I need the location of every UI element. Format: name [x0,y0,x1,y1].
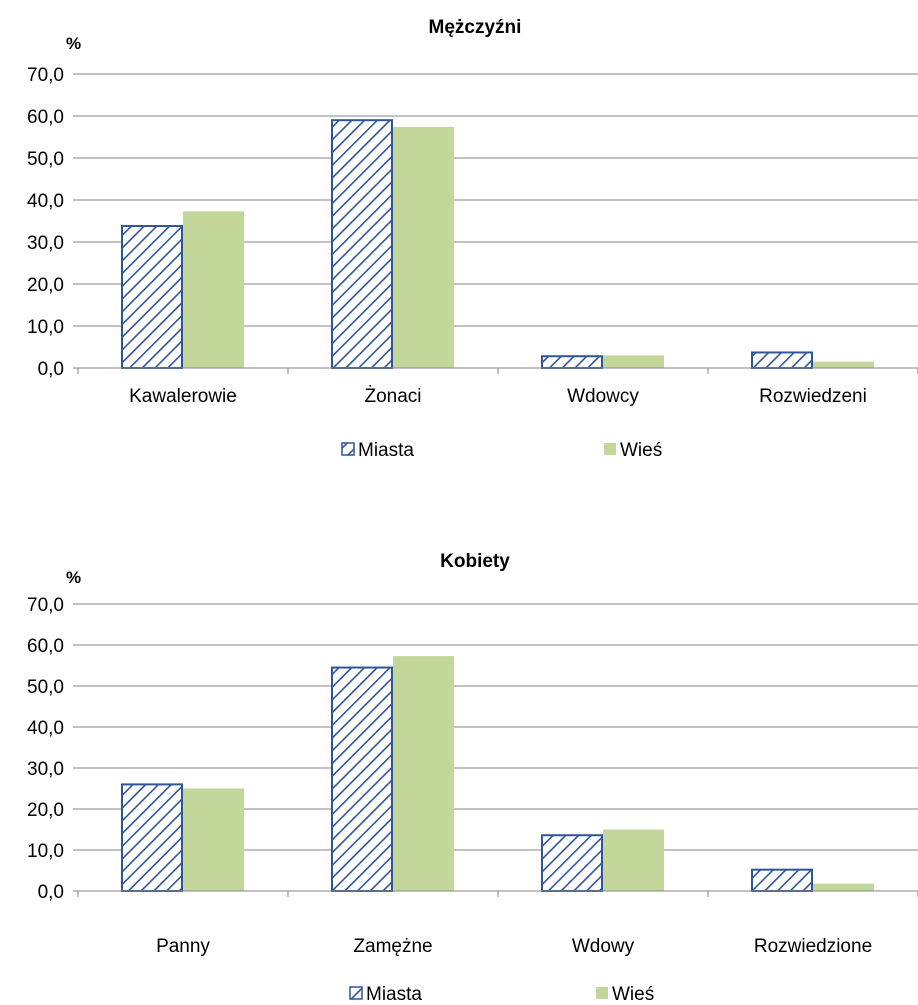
chart-men: Mężczyźni % 0,0 10,0 20,0 30,0 40,0 50,0 60,0 7… [27,17,918,461]
x-tick-label: Kawalerowie [129,386,237,407]
y-tick-label: 40,0 [27,718,64,739]
legend: Miasta Wieś [341,440,662,461]
x-tick-label: Panny [156,936,210,957]
legend-label-wies: Wieś [612,984,654,1005]
x-axis [77,367,918,374]
x-tick-label: Rozwiedzeni [759,386,867,407]
x-axis [77,890,918,897]
bar-wies [183,788,244,891]
y-tick-label: 30,0 [27,759,64,780]
x-tick-label: Zamężne [353,936,432,957]
y-tick-label: 10,0 [27,841,64,862]
bar-wies [813,361,874,368]
legend-swatch-miasta [341,442,355,456]
bar-miasta [541,355,603,369]
legend-swatch-wies [596,987,608,999]
y-tick-label: 0,0 [38,359,64,380]
x-tick-label: Żonaci [364,386,421,407]
y-axis-ticks: 0,0 10,0 20,0 30,0 40,0 50,0 60,0 70,0 [27,65,78,380]
bar-miasta [751,868,813,892]
bar-wies [603,355,664,368]
x-tick-label: Wdowy [572,936,635,957]
legend-label-miasta: Miasta [366,984,422,1005]
y-tick-label: 70,0 [27,595,64,616]
bar-miasta [121,225,183,369]
legend-label-wies: Wieś [620,440,662,461]
legend-swatch-miasta [349,986,363,1000]
bar-miasta [121,783,183,893]
y-tick-label: 60,0 [27,107,64,128]
bar-wies [393,656,454,891]
y-axis-unit-label: % [66,34,81,53]
y-tick-label: 20,0 [27,275,64,296]
y-tick-label: 50,0 [27,149,64,170]
x-axis-ticks: Kawalerowie Żonaci Wdowcy Rozwiedzeni [129,386,867,407]
legend-label-miasta: Miasta [358,440,414,461]
y-tick-label: 60,0 [27,636,64,657]
y-tick-label: 0,0 [38,882,64,903]
y-tick-label: 30,0 [27,233,64,254]
x-axis-ticks: Panny Zamężne Wdowy Rozwiedzione [156,936,872,957]
bar-miasta [751,351,813,369]
bar-miasta [331,119,393,369]
legend-swatch-wies [604,443,616,455]
bar-miasta [331,666,393,892]
chart-title: Kobiety [440,551,510,572]
chart-women: Kobiety % 0,0 10,0 20,0 30,0 40,0 50,0 60,0 70,… [27,551,918,1005]
y-axis-unit-label: % [66,568,81,587]
bar-wies [603,829,664,891]
x-tick-label: Wdowcy [567,386,639,407]
bar-wies [813,883,874,891]
y-tick-label: 20,0 [27,800,64,821]
bars [121,119,874,369]
legend: Miasta Wieś [349,984,654,1005]
y-axis-ticks: 0,0 10,0 20,0 30,0 40,0 50,0 60,0 70,0 [27,595,78,903]
chart-title: Mężczyźni [429,17,522,38]
y-tick-label: 50,0 [27,677,64,698]
x-tick-label: Rozwiedzione [754,936,872,957]
bars [121,656,874,893]
bar-wies [393,126,454,368]
y-tick-label: 10,0 [27,317,64,338]
y-tick-label: 40,0 [27,191,64,212]
bar-miasta [541,834,603,892]
bar-wies [183,211,244,368]
y-tick-label: 70,0 [27,65,64,86]
